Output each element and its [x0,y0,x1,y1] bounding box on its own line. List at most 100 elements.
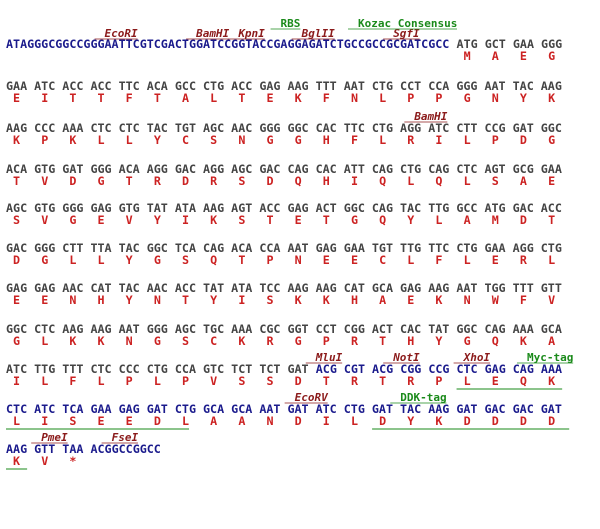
amino-acid: Y [210,293,217,307]
amino-acid: I [41,91,48,105]
amino-acid: K [548,374,555,388]
amino-acid: R [210,174,218,188]
amino-acid: G [98,174,105,188]
amino-acid: V [548,293,555,307]
restriction-site-label: PmeI [41,431,68,444]
amino-acid: G [548,49,555,63]
restriction-site-label: FseI [112,431,139,444]
amino-acid: K [13,133,20,147]
amino-acid: N [154,293,161,307]
nucleotide-sequence: CTC ATC TCA GAA GAG GAT CTG GCA GCA AAT … [6,402,562,416]
amino-acid: L [98,374,105,388]
amino-acid: G [41,253,48,267]
amino-acid: P [435,374,442,388]
amino-acid: N [126,334,133,348]
amino-acid: L [379,133,386,147]
amino-acid: L [13,414,20,428]
amino-acid: S [238,213,245,227]
feature-label: DDK-tag [400,391,446,404]
amino-acid: E [98,414,105,428]
amino-acid: L [98,253,105,267]
amino-acid: G [295,133,302,147]
amino-acid: D [154,414,161,428]
amino-acid: Q [295,174,302,188]
amino-acid: E [295,213,302,227]
amino-acid: D [295,414,302,428]
amino-acid: D [492,414,499,428]
amino-acid: K [69,133,76,147]
amino-acid: K [210,213,217,227]
amino-acid: C [379,253,386,267]
amino-acid: G [351,213,358,227]
amino-acid: G [154,253,161,267]
restriction-site-label: BamHI [413,110,447,123]
restriction-site-label: KpnI [237,27,265,40]
amino-acid: D [520,133,527,147]
nucleotide-sequence: GGC CTC AAG AAG AAT GGG AGC TGC AAA CGC … [6,322,562,336]
amino-acid: T [154,91,161,105]
amino-acid: D [548,414,555,428]
amino-acid: T [126,174,133,188]
amino-acid: E [407,293,414,307]
amino-acid: D [69,174,76,188]
amino-acid: Y [407,414,414,428]
amino-acid: V [41,454,48,468]
amino-acid: R [407,133,415,147]
amino-acid: G [13,334,20,348]
nucleotide-sequence: ACGGCCGGCC [90,442,160,456]
nucleotide-sequence: GAA ATC ACC ACC TTC ACA GCC CTG ACC GAG … [6,79,562,93]
amino-acid: D [520,213,527,227]
amino-acid: T [379,374,386,388]
amino-acid: G [266,133,273,147]
amino-acid: Q [379,213,386,227]
amino-acid: E [126,414,133,428]
amino-acid: L [464,174,471,188]
amino-acid: E [548,174,555,188]
amino-acid: Y [154,213,161,227]
amino-acid: E [41,293,48,307]
amino-acid: T [238,253,245,267]
amino-acid: D [295,374,302,388]
amino-acid: T [238,91,245,105]
amino-acid: T [266,213,273,227]
amino-acid: K [98,334,105,348]
amino-acid: G [464,91,471,105]
amino-acid: W [492,293,500,307]
amino-acid: I [13,374,20,388]
nucleotide-sequence: GAG GAG AAC CAT TAC AAC ACC TAT ATA TCC … [6,281,562,295]
amino-acid: L [464,374,471,388]
amino-acid: T [323,374,330,388]
nucleotide-sequence: AGC GTG GGG GAG GTG TAT ATA AAG AGT ACC … [6,201,562,215]
amino-acid: L [351,414,358,428]
amino-acid: C [210,334,217,348]
restriction-site-label: BamHI [195,27,229,40]
amino-acid: Q [492,334,499,348]
amino-acid: L [154,374,161,388]
amino-acid: V [210,374,217,388]
restriction-site-label: EcoRI [105,27,138,40]
amino-acid: N [351,91,358,105]
amino-acid: E [13,293,20,307]
amino-acid: N [69,293,76,307]
restriction-site-label: MluI [315,351,343,364]
amino-acid: K [548,91,555,105]
amino-acid: S [492,174,499,188]
amino-acid: F [351,133,358,147]
amino-acid: N [464,293,471,307]
amino-acid: T [98,91,105,105]
amino-acid: L [210,91,217,105]
amino-acid: N [492,91,499,105]
amino-acid: G [69,213,76,227]
amino-acid: P [435,91,442,105]
amino-acid: K [435,293,442,307]
amino-acid: A [238,414,245,428]
nucleotide-sequence: GAC GGG CTT TTA TAC GGC TCA CAG ACA CCA … [6,241,562,255]
amino-acid: D [464,414,471,428]
amino-acid: T [69,91,76,105]
amino-acid: G [154,334,161,348]
amino-acid: P [41,133,48,147]
amino-acid: F [520,293,527,307]
amino-acid: L [182,414,189,428]
amino-acid: L [464,133,471,147]
